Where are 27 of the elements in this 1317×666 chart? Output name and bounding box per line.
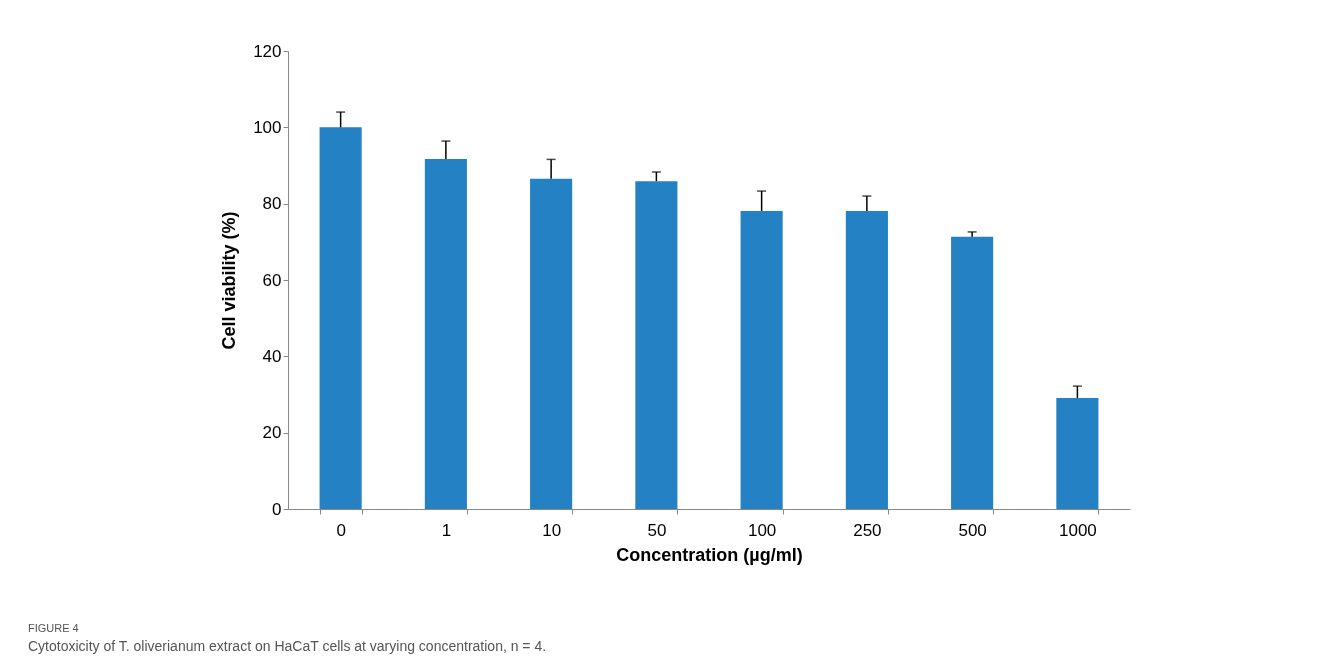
x-tick-label: 50 bbox=[647, 520, 667, 540]
y-tick-label: 120 bbox=[253, 41, 282, 61]
bar bbox=[424, 159, 467, 509]
y-tick-label: 80 bbox=[262, 194, 282, 214]
x-tick-label: 500 bbox=[958, 520, 987, 540]
y-tick-label: 0 bbox=[272, 499, 282, 519]
bar bbox=[951, 236, 994, 509]
y-tick-label: 100 bbox=[253, 117, 282, 137]
x-tick-label: 1 bbox=[441, 520, 452, 540]
bar bbox=[1056, 397, 1099, 509]
bar bbox=[319, 127, 362, 509]
bar bbox=[635, 181, 678, 509]
y-tick-label: 20 bbox=[262, 423, 282, 443]
bar bbox=[530, 178, 573, 509]
x-tick-label: 1000 bbox=[1058, 520, 1097, 540]
y-tick-label: 40 bbox=[262, 346, 282, 366]
x-tick-label: 10 bbox=[542, 520, 562, 540]
x-tick-label: 250 bbox=[853, 520, 882, 540]
x-tick-label: 0 bbox=[336, 520, 346, 540]
bar bbox=[845, 210, 888, 509]
caption: FIGURE 4 bbox=[28, 622, 80, 634]
bar bbox=[740, 210, 783, 509]
y-tick-label: 60 bbox=[262, 270, 282, 290]
x-tick-label: 100 bbox=[747, 520, 777, 540]
x-axis-title: Concentration (µg/ml) bbox=[616, 544, 803, 565]
text: Cytotoxicity of T. oliverianum extract on HaCaT cells at varying concentration, n = 4. bbox=[28, 638, 547, 654]
y-axis-title: Cell viability (%) bbox=[219, 211, 240, 350]
